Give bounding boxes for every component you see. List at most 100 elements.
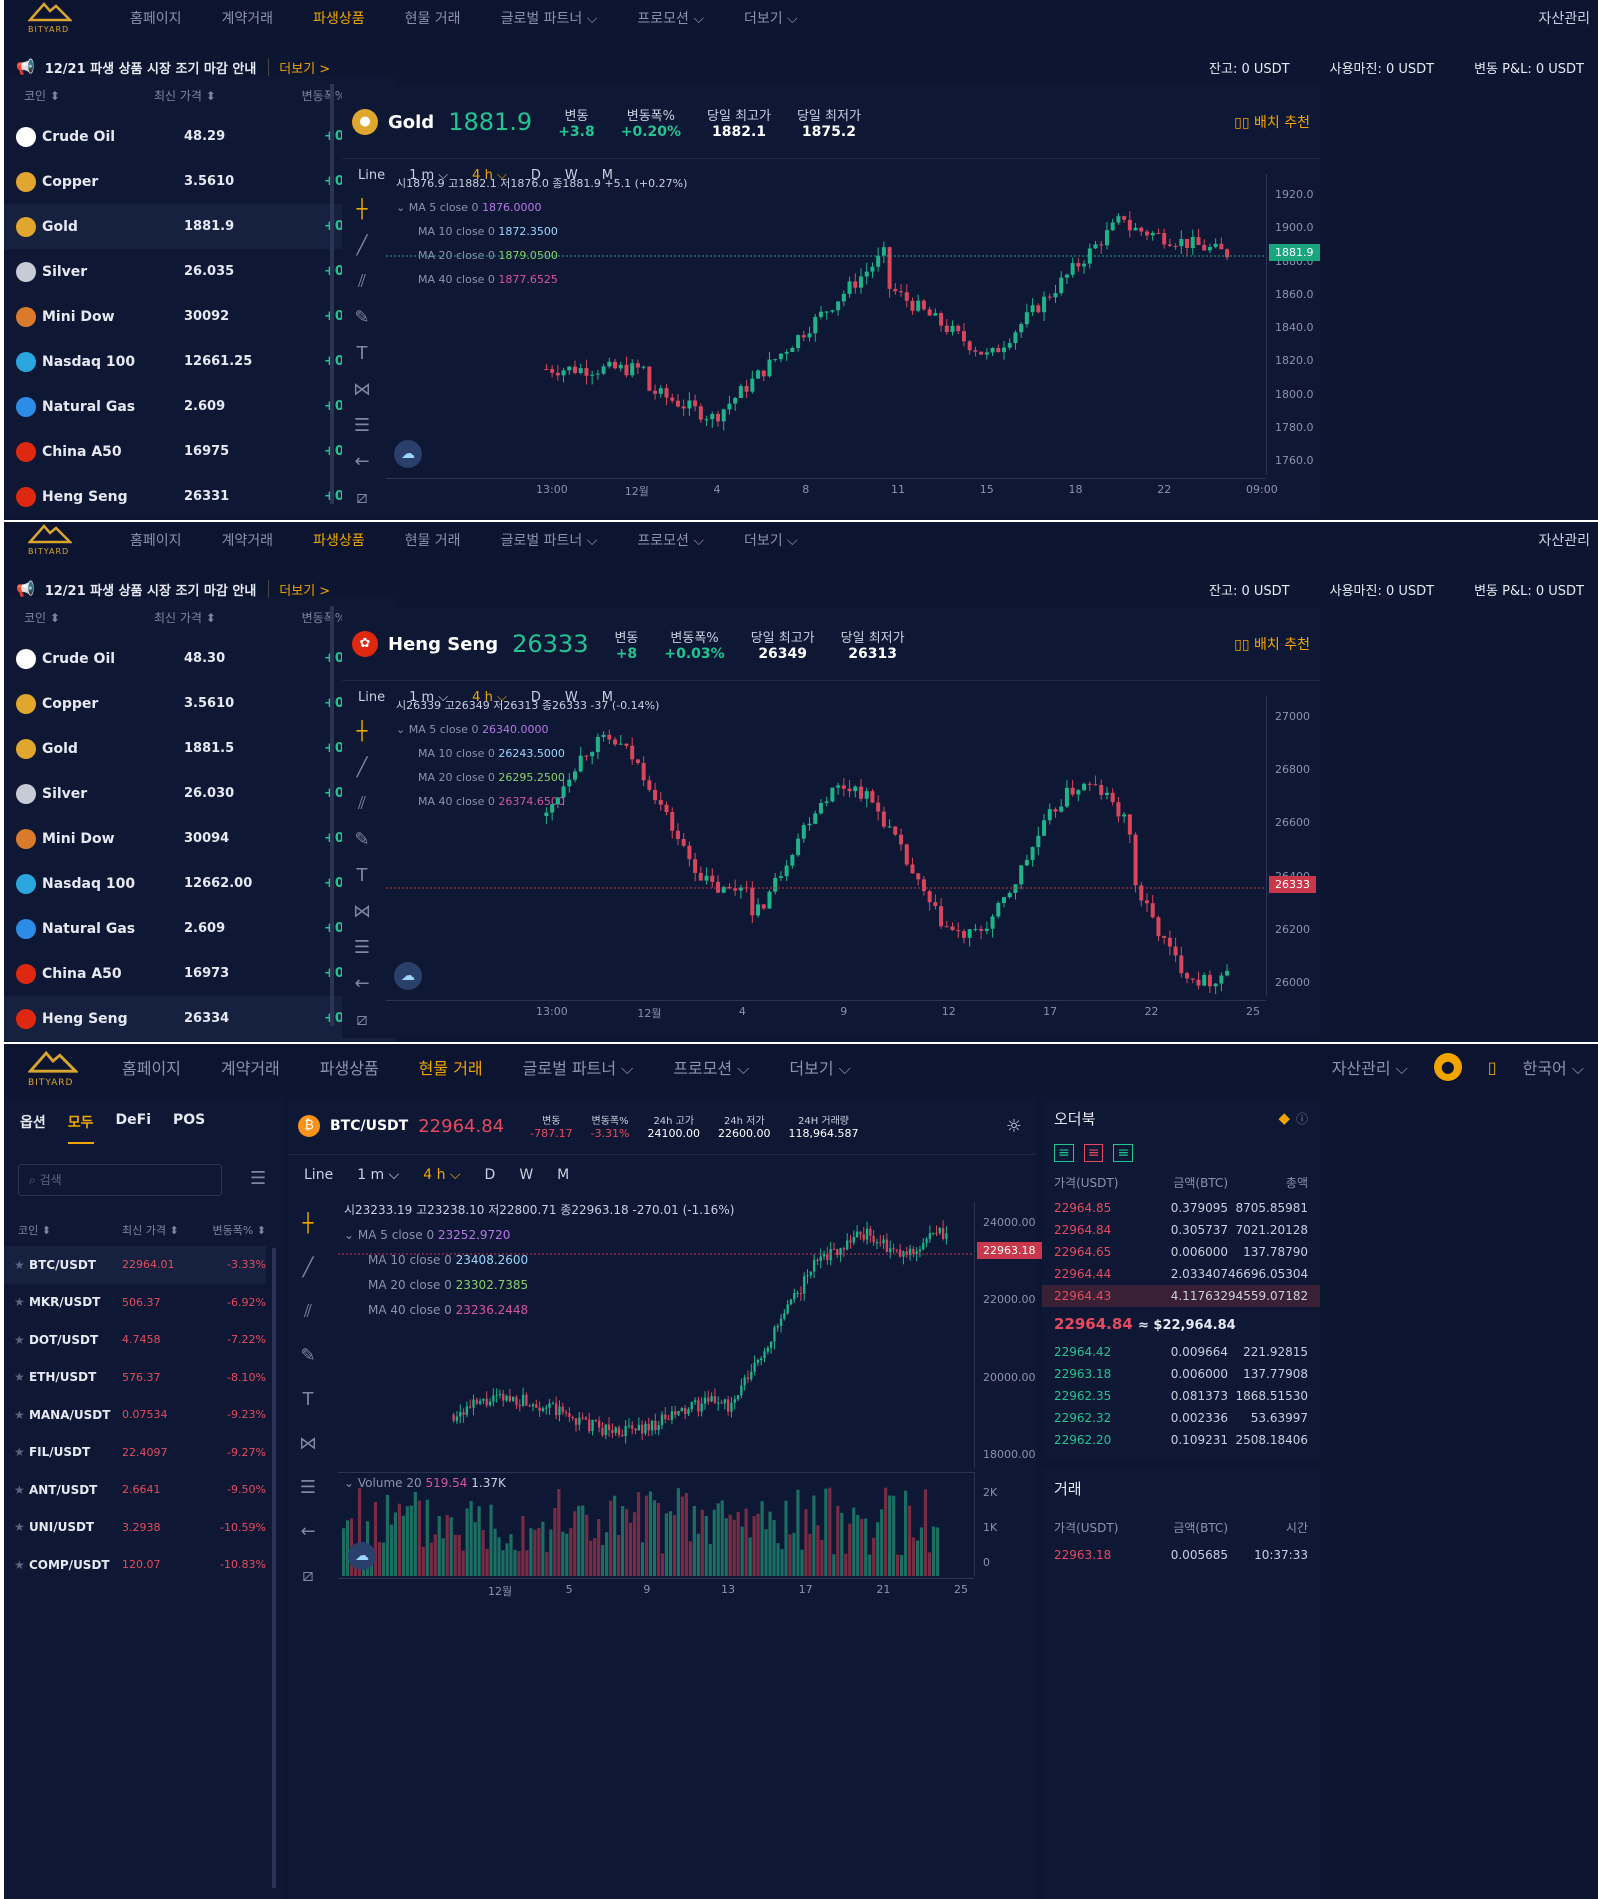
pattern-icon[interactable]: ⋈ (353, 901, 371, 922)
nav-spot[interactable]: 현물 거래 (404, 533, 461, 549)
volume-chart[interactable] (338, 1472, 974, 1576)
zoom-in-icon[interactable]: ⊕ (342, 1038, 382, 1042)
nav-derivatives[interactable]: 파생상품 (319, 1059, 379, 1078)
orderbook-row[interactable]: 22962.32 0.002336 53.63997 (1042, 1407, 1320, 1429)
text-icon[interactable]: T (356, 865, 368, 886)
crosshair-icon[interactable]: ┼ (356, 199, 368, 220)
zoom-in-icon[interactable]: ⊕ (342, 516, 382, 520)
tab-defi[interactable]: DeFi (115, 1112, 152, 1128)
list-item[interactable]: ★ BTC/USDT 22964.01 -3.33% (4, 1246, 266, 1284)
fib-icon[interactable]: ☰ (299, 1477, 317, 1498)
filter-menu-icon[interactable]: ☰ (250, 1168, 267, 1189)
back-arrow-icon[interactable]: ← (354, 451, 370, 472)
view-bids-icon[interactable]: ≡ (1113, 1144, 1134, 1162)
download-app-icon[interactable]: ▯ (1487, 1057, 1497, 1077)
collapse-icon[interactable]: ⌄ (396, 201, 406, 214)
text-icon[interactable]: T (356, 343, 368, 364)
brush-icon[interactable]: ✎ (300, 1345, 316, 1366)
bityard-logo[interactable]: BITYARD (22, 1044, 92, 1090)
nav-partner[interactable]: 글로벌 파트너 ⌵ (522, 1059, 634, 1078)
notice-more-link[interactable]: 더보기 > (268, 579, 330, 599)
tf-4h[interactable]: 4 h ⌵ (423, 1166, 461, 1183)
collapse-icon[interactable]: ⌄ (344, 1228, 355, 1242)
nav-contract[interactable]: 계약거래 (221, 533, 274, 549)
collapse-icon[interactable]: ⌄ (344, 1476, 355, 1490)
trendline-icon[interactable]: ╱ (356, 757, 368, 778)
star-icon[interactable]: ★ (14, 1257, 29, 1272)
star-icon[interactable]: ★ (14, 1295, 29, 1310)
nav-home[interactable]: 홈페이지 (130, 533, 182, 549)
tf-line[interactable]: Line (304, 1166, 334, 1183)
tab-all[interactable]: 모두 (67, 1112, 94, 1144)
list-item[interactable]: ★ DOT/USDT 4.7458 -7.22% (4, 1321, 266, 1359)
pitchfork-icon[interactable]: ⫽ (357, 793, 367, 814)
nav-spot[interactable]: 현물 거래 (418, 1059, 483, 1078)
text-icon[interactable]: T (302, 1389, 314, 1410)
tf-w[interactable]: W (519, 1166, 534, 1183)
nav-derivatives[interactable]: 파생상품 (313, 533, 365, 549)
trendline-icon[interactable]: ╱ (356, 235, 368, 256)
list-item[interactable]: ★ ETH/USDT 576.37 -8.10% (4, 1359, 266, 1397)
orderbook-row[interactable]: 22962.35 0.081373 1868.51530 (1042, 1385, 1320, 1407)
col-price[interactable]: 최신 가격 ⬍ (154, 610, 216, 625)
candlestick-chart[interactable] (386, 174, 1266, 474)
tab-pos[interactable]: POS (173, 1112, 206, 1128)
collapse-icon[interactable]: ⌄ (396, 723, 406, 736)
col-coin[interactable]: 코인 ⬍ (24, 88, 60, 103)
star-icon[interactable]: ★ (14, 1482, 29, 1497)
recommend-button[interactable]: ▯▯ 배치 추천 (1234, 634, 1310, 654)
star-icon[interactable]: ★ (14, 1557, 29, 1572)
star-icon[interactable]: ★ (14, 1407, 29, 1422)
orderbook-row[interactable]: 22963.18 0.006000 137.77908 (1042, 1363, 1320, 1385)
tf-1m[interactable]: 1 m ⌵ (409, 168, 449, 183)
col-change[interactable]: 변동폭% ⬍ (212, 1224, 266, 1237)
ruler-icon[interactable]: ⧄ (302, 1565, 314, 1586)
nav-partner[interactable]: 글로벌 파트너 ⌵ (500, 11, 598, 27)
view-asks-icon[interactable]: ≡ (1083, 1144, 1104, 1162)
list-item[interactable]: ★ FIL/USDT 22.4097 -9.27% (4, 1434, 266, 1472)
list-item[interactable]: DAX13587Close (4, 519, 396, 520)
list-scrollbar[interactable] (272, 1248, 276, 1888)
nav-contract[interactable]: 계약거래 (220, 1059, 280, 1078)
bityard-logo[interactable]: BITYARD (22, 522, 92, 558)
notice-text[interactable]: 12/21 파생 상품 시장 조기 마감 안내 (44, 61, 257, 77)
theme-sun-icon[interactable]: ☼ (1005, 1115, 1022, 1137)
fib-icon[interactable]: ☰ (353, 415, 371, 436)
nav-spot[interactable]: 현물 거래 (404, 11, 461, 27)
nav-partner[interactable]: 글로벌 파트너 ⌵ (500, 533, 598, 549)
list-scrollbar[interactable] (330, 84, 334, 504)
tf-line[interactable]: Line (358, 690, 386, 705)
nav-promotion[interactable]: 프로모션 ⌵ (673, 1059, 750, 1078)
star-icon[interactable]: ★ (14, 1332, 29, 1347)
tf-month[interactable]: M (601, 168, 613, 183)
nav-promotion[interactable]: 프로모션 ⌵ (637, 11, 704, 27)
back-arrow-icon[interactable]: ← (300, 1521, 316, 1542)
tf-month[interactable]: M (601, 690, 613, 705)
notice-text[interactable]: 12/21 파생 상품 시장 조기 마감 안내 (44, 583, 257, 599)
tf-d[interactable]: D (530, 168, 541, 183)
language-select[interactable]: 한국어 ⌵ (1522, 1059, 1584, 1078)
tf-1m[interactable]: 1 m ⌵ (357, 1166, 400, 1183)
star-icon[interactable]: ★ (14, 1520, 29, 1535)
brush-icon[interactable]: ✎ (354, 829, 370, 850)
tab-options[interactable]: 옵션 (20, 1115, 46, 1131)
star-icon[interactable]: ★ (14, 1445, 29, 1460)
orderbook-row[interactable]: 22964.65 0.006000 137.78790 (1042, 1241, 1320, 1263)
tf-d[interactable]: D (530, 690, 541, 705)
col-price[interactable]: 최신 가격 ⬍ (122, 1224, 179, 1237)
pitchfork-icon[interactable]: ⫽ (303, 1301, 313, 1322)
star-icon[interactable]: ★ (14, 1370, 29, 1385)
candlestick-chart[interactable] (386, 696, 1266, 996)
